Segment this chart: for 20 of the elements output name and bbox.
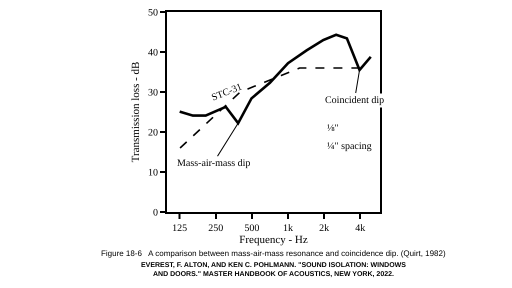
x-tick-label: 125 — [172, 223, 188, 234]
annotation: ¼" spacing — [327, 141, 372, 152]
annotation: ⅛" — [327, 123, 339, 134]
x-tick-label: 250 — [208, 223, 224, 234]
y-tick-label: 40 — [148, 48, 158, 58]
y-axis-title: Transmission loss - dB — [130, 62, 142, 162]
y-tick-label: 50 — [148, 8, 158, 18]
annotation: Coincident dip — [325, 95, 384, 106]
x-tick-label: 1k — [282, 223, 293, 234]
x-tick-label: 500 — [244, 223, 260, 234]
y-tick-label: 0 — [153, 208, 158, 218]
x-tick-label: 2k — [319, 223, 330, 234]
x-axis-title: Frequency - Hz — [239, 234, 308, 246]
x-tick-label: 4k — [355, 223, 366, 234]
y-tick-label: 10 — [148, 168, 158, 178]
y-tick-label: 20 — [148, 128, 158, 138]
y-tick-label: 30 — [148, 88, 158, 98]
caption: Figure 18-6 A comparison between mass-air-mass resonance and coincidence dip. (Quirt, 1982) — [101, 249, 446, 258]
annotation: Mass-air-mass dip — [177, 158, 250, 169]
text: STC-31 — [210, 82, 244, 104]
